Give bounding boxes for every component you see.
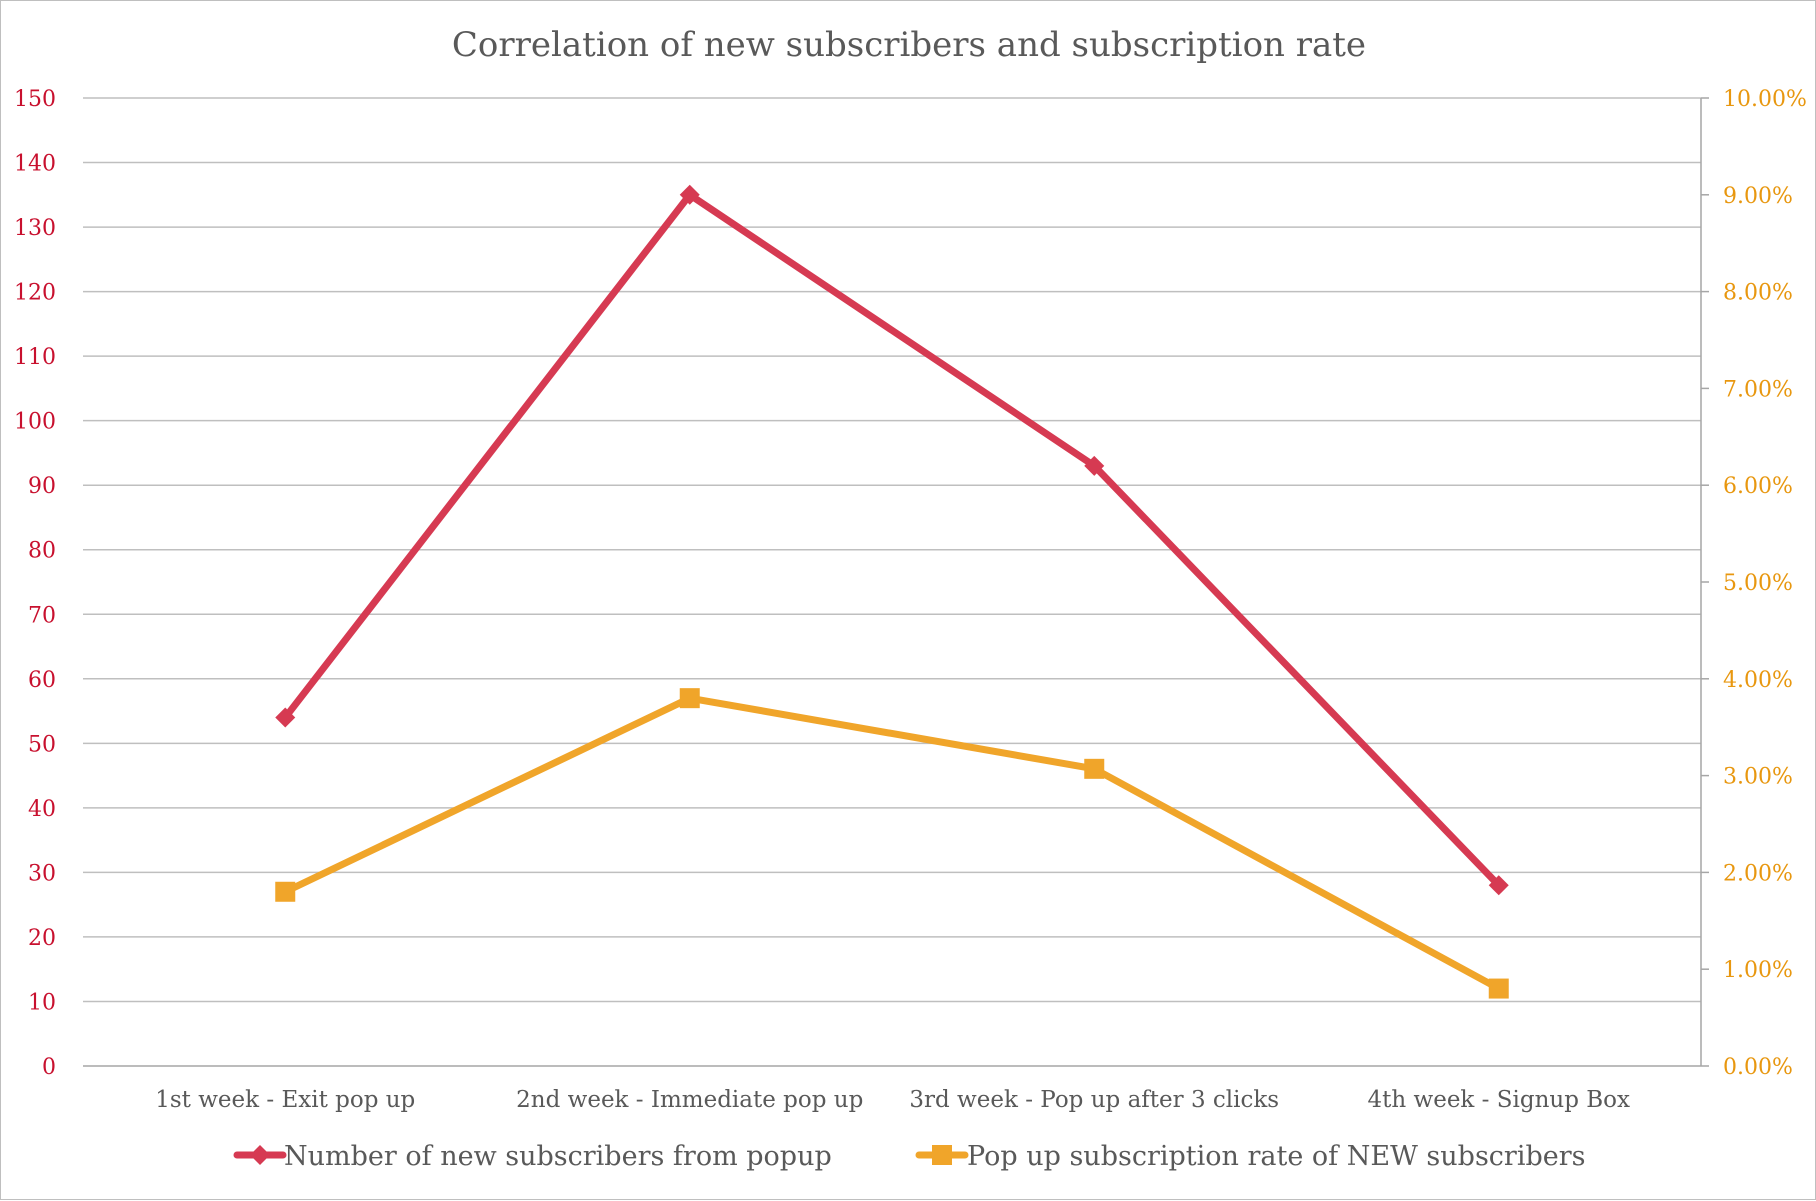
right-axis-tick-label: 1.00% xyxy=(1723,958,1793,983)
data-point xyxy=(275,881,296,902)
category-labels: 1st week - Exit pop up 2nd week - Immedia… xyxy=(155,1087,1630,1113)
right-axis-tick-label: 6.00% xyxy=(1723,474,1793,499)
left-axis-tick-label: 130 xyxy=(14,216,56,241)
left-axis-tick-label: 150 xyxy=(14,87,56,112)
left-axis-tick-label: 110 xyxy=(14,345,56,370)
data-point xyxy=(1488,875,1509,896)
data-point xyxy=(1084,758,1105,779)
right-axis-tick-label: 4.00% xyxy=(1723,668,1793,693)
series-line xyxy=(281,191,1503,889)
legend-item: Pop up subscription rate of NEW subscrib… xyxy=(915,1141,1585,1172)
left-axis-tick-label: 90 xyxy=(28,474,56,499)
data-point xyxy=(1488,978,1509,999)
right-axis-tick-label: 2.00% xyxy=(1723,861,1793,886)
right-axis-tick-label: 0.00% xyxy=(1723,1055,1793,1080)
left-axis-tick-label: 10 xyxy=(28,990,56,1015)
series xyxy=(275,184,1509,999)
left-axis-tick-label: 80 xyxy=(28,539,56,564)
category-label: 1st week - Exit pop up xyxy=(155,1087,415,1113)
left-axis-tick-label: 30 xyxy=(28,861,56,886)
left-axis-tick-label: 70 xyxy=(28,603,56,628)
legend-item: Number of new subscribers from popup xyxy=(233,1141,832,1172)
series-subscription-rate xyxy=(275,688,1509,999)
axes xyxy=(83,97,1709,1067)
left-axis-tick-label: 60 xyxy=(28,668,56,693)
data-point xyxy=(1084,455,1105,476)
right-axis-tick-labels: 0.00% 1.00% 2.00% 3.00% 4.00% 5.00% 6.00% 7.00%… xyxy=(1723,87,1807,1080)
left-axis-tick-label: 0 xyxy=(42,1055,56,1080)
gridlines xyxy=(83,97,1701,1003)
left-axis-tick-label: 20 xyxy=(28,926,56,951)
left-axis-tick-labels: 0 10 20 30 40 50 60 70 80 90 100 110 120 130 140 150 xyxy=(14,87,56,1080)
series-subscribers xyxy=(275,184,1509,896)
left-axis-tick-label: 40 xyxy=(28,797,56,822)
category-label: 4th week - Signup Box xyxy=(1368,1087,1630,1113)
left-axis-tick-label: 120 xyxy=(14,281,56,306)
category-label: 3rd week - Pop up after 3 clicks xyxy=(909,1087,1279,1113)
left-axis-tick-label: 50 xyxy=(28,732,56,757)
legend-label: Pop up subscription rate of NEW subscrib… xyxy=(967,1141,1585,1172)
legend-label: Number of new subscribers from popup xyxy=(284,1141,832,1172)
right-axis-tick-label: 3.00% xyxy=(1723,765,1793,790)
data-point xyxy=(275,707,296,728)
category-label: 2nd week - Immediate pop up xyxy=(516,1087,863,1113)
left-axis-tick-label: 140 xyxy=(14,152,56,177)
chart-title: Correlation of new subscribers and subsc… xyxy=(452,25,1366,65)
series-line xyxy=(281,694,1503,993)
right-axis-tick-label: 8.00% xyxy=(1723,281,1793,306)
data-point xyxy=(679,184,700,205)
left-axis-tick-label: 100 xyxy=(14,410,56,435)
right-axis-tick-label: 5.00% xyxy=(1723,571,1793,596)
legend: Number of new subscribers from popup Pop … xyxy=(233,1141,1585,1172)
right-axis-tick-label: 10.00% xyxy=(1723,87,1807,112)
right-axis-tick-label: 9.00% xyxy=(1723,184,1793,209)
data-point xyxy=(679,688,700,709)
legend-square-icon xyxy=(932,1145,952,1165)
legend-diamond-icon xyxy=(250,1145,270,1165)
right-axis-tick-label: 7.00% xyxy=(1723,377,1793,402)
